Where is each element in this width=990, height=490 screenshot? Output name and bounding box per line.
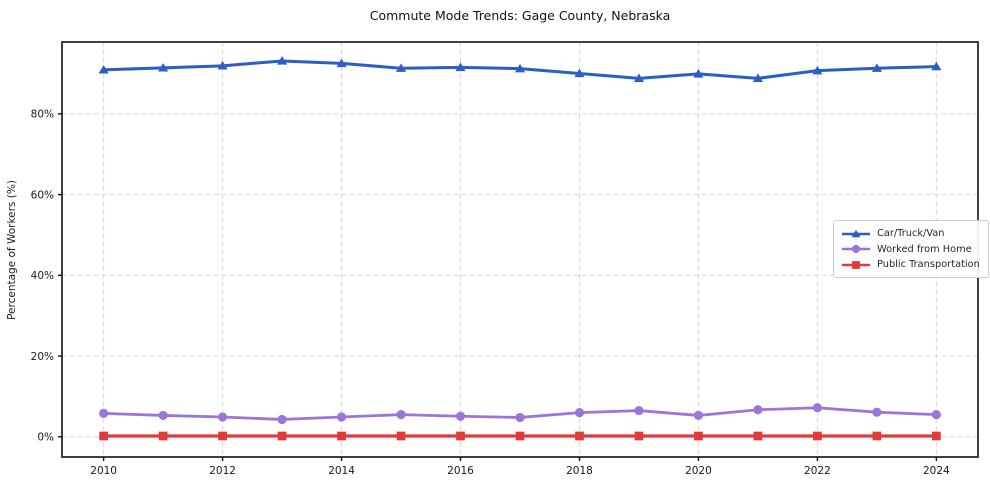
circle-marker [753, 405, 763, 415]
x-tick-label: 2016 [447, 465, 474, 477]
y-tick-label: 80% [31, 109, 54, 121]
x-tick-label: 2018 [566, 465, 593, 477]
triangle-marker [277, 56, 288, 65]
circle-marker [217, 412, 228, 422]
square-marker [694, 431, 703, 441]
legend-label-car-truck-van: Car/Truck/Van [877, 228, 945, 239]
square-marker [753, 431, 763, 441]
legend-label-public-transportation: Public Transportation [877, 259, 980, 270]
car-truck-van-line-marker-icon [842, 229, 870, 237]
square-marker [813, 431, 822, 441]
square-marker [218, 431, 227, 441]
square-marker [99, 431, 109, 441]
triangle-marker [812, 65, 823, 75]
square-marker [396, 431, 406, 441]
circle-marker [99, 408, 109, 419]
x-tick-label: 2010 [90, 465, 117, 477]
circle-marker [336, 412, 347, 422]
triangle-marker [752, 73, 763, 83]
circle-marker [396, 410, 406, 420]
square-marker [852, 260, 860, 269]
legend-item-worked-from-home: Worked from Home [841, 242, 980, 257]
triangle-marker [693, 69, 704, 78]
y-tick-label: 60% [31, 189, 54, 201]
legend-label-worked-from-home: Worked from Home [877, 243, 972, 255]
x-tick-label: 2024 [923, 465, 950, 477]
circle-marker [158, 410, 168, 421]
legend: Car/Truck/Van Worked from Home Public Tr… [833, 220, 989, 278]
x-tick-label: 2014 [328, 465, 355, 477]
triangle-marker [514, 63, 526, 73]
triangle-marker [395, 63, 407, 72]
square-marker [575, 431, 584, 441]
y-axis-label: Percentage of Workers (%) [6, 180, 18, 320]
square-marker [872, 431, 882, 441]
x-tick-label: 2020 [685, 465, 712, 477]
triangle-marker [217, 60, 228, 70]
circle-marker [931, 410, 941, 420]
circle-marker [851, 244, 861, 254]
y-tick-label: 20% [31, 351, 54, 363]
square-marker [634, 431, 644, 441]
circle-marker [693, 410, 704, 421]
triangle-marker [851, 229, 861, 237]
triangle-marker [455, 62, 466, 72]
triangle-marker [633, 73, 645, 83]
circle-marker [872, 407, 882, 417]
square-marker [337, 431, 346, 441]
square-marker [158, 431, 168, 441]
circle-marker [812, 403, 823, 413]
triangle-marker [98, 65, 109, 74]
y-tick-label: 0% [37, 432, 54, 444]
x-tick-label: 2012 [209, 465, 236, 477]
triangle-marker [158, 63, 169, 72]
triangle-marker [871, 63, 882, 72]
square-marker [456, 431, 465, 441]
legend-item-public-transportation: Public Transportation [841, 257, 980, 272]
public-transportation-line-marker-icon [842, 260, 870, 269]
triangle-marker [336, 58, 347, 68]
circle-marker [515, 412, 525, 423]
circle-marker [574, 407, 585, 418]
circle-marker [634, 405, 644, 416]
worked-from-home-line-marker-icon [842, 244, 870, 254]
circle-marker [277, 414, 287, 425]
square-marker [931, 431, 941, 441]
square-marker [515, 431, 525, 441]
chart-title: Commute Mode Trends: Gage County, Nebras… [369, 8, 671, 23]
circle-marker [455, 411, 466, 421]
legend-item-car-truck-van: Car/Truck/Van [841, 226, 980, 241]
square-marker [277, 431, 287, 441]
x-tick-label: 2022 [804, 465, 831, 477]
y-tick-label: 40% [31, 270, 54, 282]
triangle-marker [931, 61, 942, 71]
triangle-marker [574, 68, 585, 78]
